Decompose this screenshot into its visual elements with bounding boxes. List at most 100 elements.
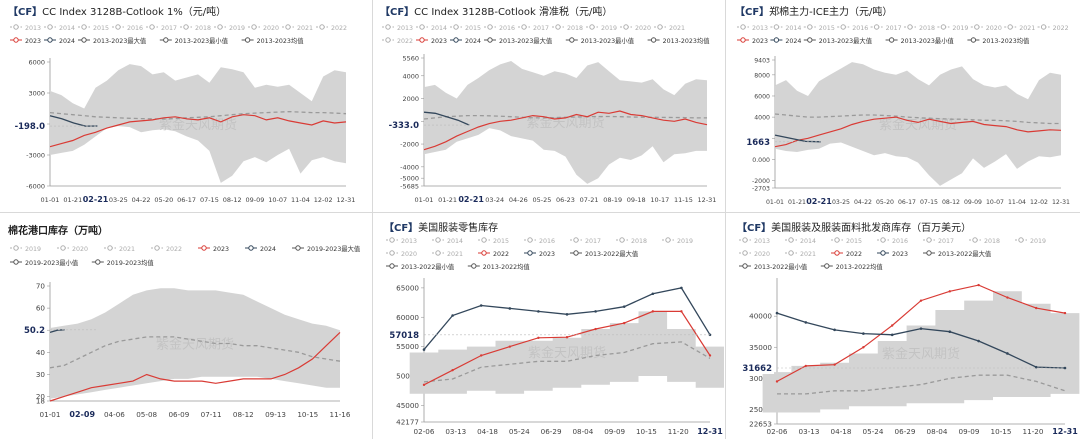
chart-title-tag: 【CF】	[384, 221, 418, 234]
x-tick-label: 10-15	[636, 427, 657, 436]
range-band-max-min	[424, 61, 707, 184]
legend-label: 2020	[263, 25, 279, 32]
chart-title-text: 郑棉主力-ICE主力（元/吨）	[769, 5, 892, 18]
legend-marker-dot	[13, 37, 19, 43]
x-tick-label: 08-19	[603, 196, 622, 204]
y-tick-label: 25000	[749, 405, 772, 414]
legend-marker-dot	[527, 250, 533, 256]
legend-label: 2018	[984, 238, 1000, 245]
x-tick-label: 10-07	[268, 196, 287, 204]
chart-title-tag: 【CF】	[380, 5, 414, 18]
legend-label: 2013-2023最大值	[499, 36, 553, 45]
series-2022-point	[919, 299, 923, 302]
range-band-max-min	[775, 62, 1061, 186]
series-2023-point	[1063, 366, 1067, 370]
x-tick-label: 12-02	[314, 196, 333, 204]
legend-marker-dot	[834, 237, 840, 243]
series-2024-line	[49, 115, 98, 127]
chart-panel-port-inventory: 棉花港口库存（万吨） 2019 2020 2021 2022 2023 2024 2019-2…	[0, 214, 370, 439]
legend-label: 2014	[800, 238, 816, 245]
legend-label: 2013-2023最小值	[175, 36, 229, 45]
legend-label: 2017	[886, 25, 902, 32]
current-value-badge-bg	[7, 120, 47, 133]
legend-marker-dot	[435, 250, 441, 256]
y-tick-label: -5685	[400, 183, 419, 191]
legend-label: 2023	[752, 38, 768, 45]
legend-label: 2020	[401, 251, 417, 258]
legend-label: 2013-2022均值	[836, 262, 884, 271]
chart-title: 【CF】CC Index 3128B-Cotlook 1%（元/吨）	[8, 5, 226, 18]
chart-svg-3: 【CF】郑棉主力-ICE主力（元/吨）2013 2014 2015 2016 2017 2…	[735, 5, 1070, 206]
legend-marker-dot	[248, 245, 254, 251]
legend-marker-dot	[453, 37, 459, 43]
legend-label: 2022	[397, 38, 413, 45]
legend-marker-dot	[926, 237, 932, 243]
legend-label: 2013-2022最大值	[585, 249, 639, 258]
legend-label: 2019	[601, 25, 617, 32]
legend-marker-dot	[154, 245, 160, 251]
legend-label: 2014	[59, 25, 75, 32]
series-2022-point	[422, 383, 426, 387]
series-2023-point	[565, 313, 569, 316]
legend-marker-dot	[13, 259, 19, 265]
series-2022-point	[623, 321, 626, 325]
legend-marker-dot	[573, 237, 579, 243]
legend-marker-dot	[389, 263, 395, 269]
legend-label: 2017	[161, 25, 177, 32]
y-tick-label: -6000	[26, 183, 45, 191]
legend-marker-dot	[13, 24, 19, 30]
legend-marker-dot	[385, 24, 391, 30]
legend-marker-dot	[589, 24, 595, 30]
x-tick-label: 06-29	[541, 427, 562, 436]
series-average-line	[49, 336, 341, 369]
legend-label: 2023	[213, 246, 229, 253]
legend-label: 2013	[754, 238, 770, 245]
x-tick-label: 03-13	[799, 427, 820, 436]
chart-title: 【CF】美国服装及服装面料批发商库存（百万美元）	[737, 221, 971, 234]
divider-v1	[372, 0, 373, 439]
legend-label: 2013-2022最大值	[938, 249, 992, 258]
series-2023-line	[49, 114, 347, 148]
legend-label: 2013	[752, 25, 768, 32]
legend-label: 2022	[1053, 25, 1069, 32]
legend-marker-dot	[521, 24, 527, 30]
chart-title-tag: 【CF】	[737, 221, 771, 234]
legend-label: 2016	[499, 25, 515, 32]
series-average-line	[777, 374, 1066, 395]
legend-label: 2013	[401, 238, 417, 245]
x-tick-label: 01-21	[788, 199, 806, 206]
legend-marker-dot	[453, 24, 459, 30]
x-tick-label: 12-31	[698, 196, 717, 204]
legend-marker-dot	[573, 250, 579, 256]
x-tick-label: 11-20	[1023, 427, 1044, 436]
legend-label: 2013-2022最小值	[754, 262, 808, 271]
legend-marker-dot	[481, 250, 487, 256]
y-tick-label: -3000	[26, 152, 45, 160]
y-tick-label: 18	[36, 397, 46, 406]
x-tick-label: 04-06	[104, 410, 125, 419]
x-tick-label: 03-25	[109, 196, 128, 204]
y-tick-label: 22653	[749, 420, 772, 429]
x-tick-label: 06-09	[168, 410, 189, 419]
legend-label: 2013-2022最小值	[401, 262, 455, 271]
x-tick-label: 07-15	[920, 199, 938, 206]
legend-marker-dot	[619, 237, 625, 243]
legend-label: 2019	[952, 25, 968, 32]
current-value-badge-bg	[734, 362, 774, 375]
x-tick-label: 10-15	[991, 427, 1012, 436]
legend-label: 2019	[677, 238, 693, 245]
y-tick-label: 40000	[749, 312, 772, 321]
x-tick-label: 05-20	[876, 199, 894, 206]
y-tick-label: 30	[36, 370, 46, 379]
legend-marker-dot	[940, 24, 947, 30]
x-tick-label: 10-07	[986, 199, 1004, 206]
series-2023-point	[479, 304, 483, 307]
legend-label: 2015	[819, 25, 835, 32]
series-2022-point	[480, 354, 483, 357]
x-tick-label: 08-04	[927, 427, 948, 436]
x-tick-label: 05-24	[863, 427, 884, 436]
chart-title-tag: 【CF】	[8, 5, 42, 18]
legend-label: 2020	[754, 251, 770, 258]
legend-marker-dot	[47, 24, 53, 30]
x-tick-label: 03-13	[445, 427, 466, 436]
